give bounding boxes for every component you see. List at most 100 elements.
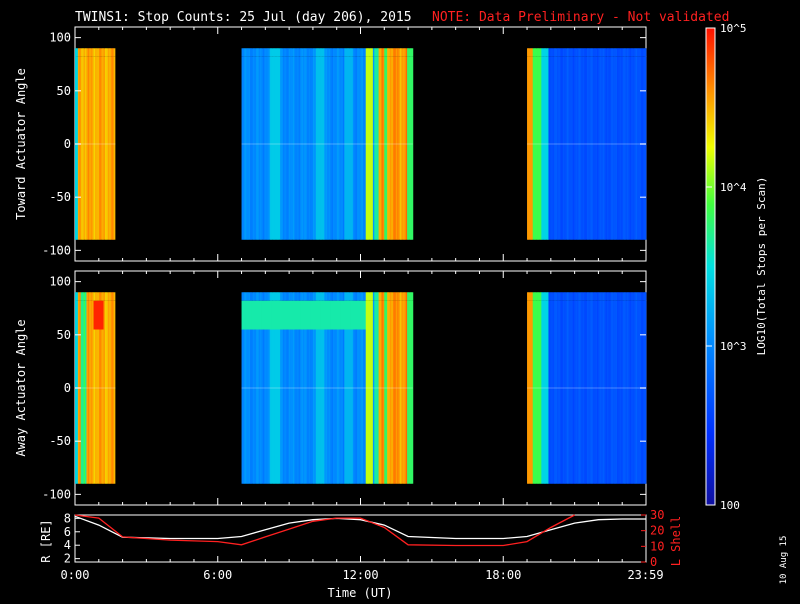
heatmap-cell [589,300,592,330]
heatmap-cell [377,48,379,57]
heatmap-cell [90,85,93,240]
heatmap-cell [621,292,624,301]
heatmap-cell [527,56,529,86]
heatmap-cell [371,300,374,330]
heatmap-cell [584,300,586,330]
heatmap-cell [557,85,559,240]
heatmap-cell [632,292,635,301]
heatmap-cell [361,56,364,86]
heatmap-cell [562,300,565,330]
heatmap-cell [97,292,100,301]
heatmap-cell [611,85,614,240]
heatmap-cell [307,300,310,330]
zero-angle-line [75,143,116,145]
heatmap-cell [404,329,407,484]
lshell-tick-label: 0 [650,555,657,569]
heatmap-cell [320,329,322,484]
heatmap-cell [594,329,596,484]
heatmap-segment-2 [527,48,647,240]
heatmap-cell [641,329,644,484]
heatmap-cell [310,300,312,330]
heatmap-cell [284,329,287,484]
heatmap-cell [282,56,285,86]
heatmap-cell [80,85,83,240]
heatmap-segment-1 [241,48,414,240]
heatmap-cell [638,56,641,86]
heatmap-cell [342,56,345,86]
heatmap-cell [325,56,328,86]
heatmap-cell [355,292,358,301]
heatmap-cell [541,48,544,57]
heatmap-cell [322,48,325,57]
heatmap-cell [372,85,375,240]
heatmap-cell [372,292,375,301]
heatmap-cell [547,329,549,484]
heatmap-cell [585,292,588,301]
heatmap-cell [639,292,642,301]
heatmap-cell [324,56,327,86]
heatmap-cell [96,292,99,301]
heatmap-cell [344,48,347,57]
heatmap-cell [354,329,357,484]
heatmap-cell [564,300,566,330]
heatmap-cell [290,292,292,301]
heatmap-cell [592,56,595,86]
heatmap-cell [626,329,629,484]
heatmap-cell [305,48,308,57]
heatmap-cell [265,48,268,57]
heatmap-cell [262,85,265,240]
heatmap-cell [244,56,247,86]
heatmap-cell [292,48,295,57]
heatmap-cell [364,300,367,330]
heatmap-cell [385,56,388,86]
heatmap-cell [113,329,116,484]
heatmap-cell [532,85,535,240]
heatmap-cell [644,329,646,484]
heatmap-cell [624,292,626,301]
heatmap-cell [614,300,616,330]
y-tick-label: 50 [57,84,71,98]
heatmap-cell [257,329,260,484]
heatmap-cell [109,56,112,86]
heatmap-cell [304,85,307,240]
heatmap-cell [642,48,645,57]
heatmap-cell [294,329,297,484]
heatmap-cell [390,48,392,57]
heatmap-cell [564,329,566,484]
heatmap-cell [559,48,562,57]
heatmap-cell [87,85,90,240]
heatmap-cell [616,292,619,301]
heatmap-cell [384,85,387,240]
heatmap-cell [408,292,411,301]
heatmap-cell [338,56,341,86]
heatmap-cell [264,85,267,240]
heatmap-cell [267,300,270,330]
heatmap-cell [93,329,96,484]
heatmap-cell [639,56,642,86]
time-tick-label: 18:00 [485,568,521,582]
heatmap-cell [571,85,574,240]
heatmap-cell [605,48,608,57]
heatmap-cell [97,300,100,330]
heatmap-cell [401,56,404,86]
heatmap-cell [635,48,638,57]
heatmap-cell [244,300,247,330]
heatmap-cell [297,292,300,301]
heatmap-cell [371,56,374,86]
heatmap-cell [324,300,327,330]
heatmap-cell [409,329,412,484]
heatmap-cell [548,329,551,484]
heatmap-cell [327,329,330,484]
heatmap-cell [311,85,314,240]
heatmap-cell [248,292,251,301]
heatmap-cell [294,300,297,330]
heatmap-cell [589,48,592,57]
heatmap-cell [399,85,402,240]
heatmap-cell [621,329,624,484]
heatmap-cell [588,329,591,484]
heatmap-cell [107,329,110,484]
heatmap-cell [83,56,86,86]
heatmap-cell [348,292,351,301]
heatmap-cell [99,300,102,330]
heatmap-cell [380,329,382,484]
